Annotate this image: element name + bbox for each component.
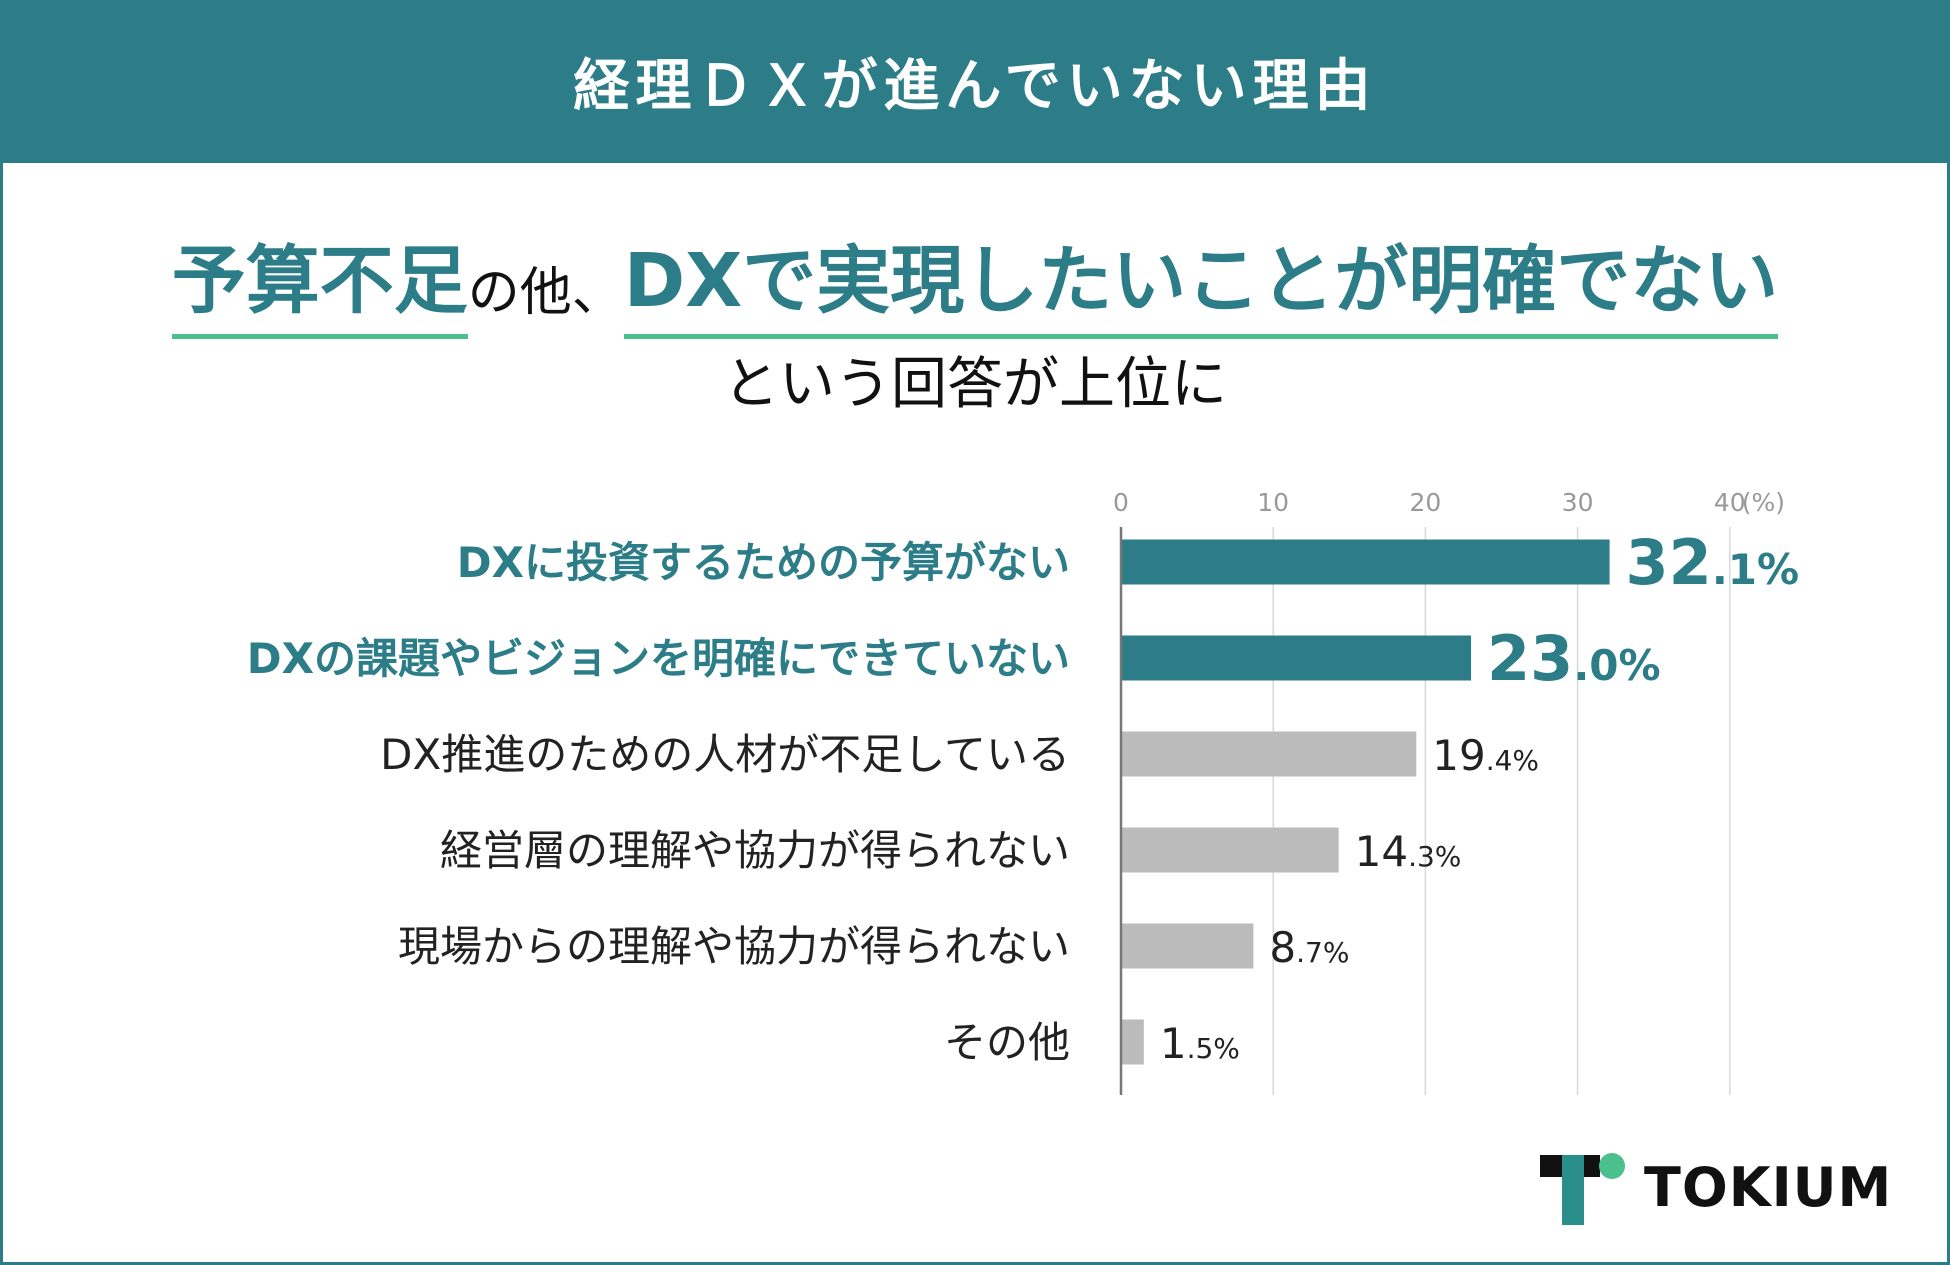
x-tick-label: 10 <box>1257 488 1289 517</box>
tokium-logo-text: TOKIUM <box>1644 1156 1893 1219</box>
x-tick-label: 40 <box>1714 488 1746 517</box>
banner-title: 経理ＤＸが進んでいない理由 <box>573 54 1377 119</box>
value-label-decimal: .4% <box>1486 744 1539 777</box>
value-label-decimal: .7% <box>1296 936 1349 969</box>
value-label: 8.7% <box>1269 923 1349 972</box>
category-label: その他 <box>944 1018 1070 1067</box>
bar <box>1121 731 1417 777</box>
value-label-integer: 19 <box>1432 731 1485 780</box>
value-label-decimal: .1% <box>1712 545 1799 594</box>
headline: 予算不足 の他、 DXで実現したいことが明確でない <box>0 238 1950 348</box>
bar <box>1121 923 1254 969</box>
bar <box>1121 827 1339 873</box>
banner: 経理ＤＸが進んでいない理由 <box>0 0 1950 163</box>
bar <box>1121 1019 1144 1065</box>
category-label: 経営層の理解や協力が得られない <box>440 826 1070 875</box>
value-label-decimal: .0% <box>1573 641 1660 690</box>
category-label: DXの課題やビジョンを明確にできていない <box>247 634 1070 683</box>
bar <box>1121 539 1610 585</box>
value-label: 32.1% <box>1626 526 1800 599</box>
x-tick-label: 30 <box>1562 488 1594 517</box>
value-label-decimal: .5% <box>1187 1032 1240 1065</box>
value-label-integer: 8 <box>1269 923 1296 972</box>
tokium-logo: TOKIUM <box>1540 1150 1892 1225</box>
x-tick-label: 20 <box>1409 488 1441 517</box>
tokium-logo-mark-icon <box>1540 1153 1625 1225</box>
headline-connector: の他、 <box>467 263 624 323</box>
value-label-integer: 1 <box>1160 1019 1187 1068</box>
category-label: DX推進のための人材が不足している <box>380 730 1070 779</box>
category-label: 現場からの理解や協力が得られない <box>398 922 1070 971</box>
headline-highlight-budget: 予算不足 <box>171 238 468 339</box>
value-label: 14.3% <box>1355 827 1462 876</box>
value-label-integer: 23 <box>1487 622 1573 695</box>
value-label: 1.5% <box>1160 1019 1240 1068</box>
value-label-integer: 14 <box>1355 827 1408 876</box>
value-label: 23.0% <box>1487 622 1661 695</box>
value-label-integer: 32 <box>1626 526 1712 599</box>
value-label-decimal: .3% <box>1408 840 1461 873</box>
category-label: DXに投資するための予算がない <box>457 538 1070 587</box>
headline-highlight-unclear: DXで実現したいことが明確でない <box>623 238 1779 339</box>
bar <box>1121 635 1472 681</box>
headline-subline: という回答が上位に <box>723 352 1227 417</box>
value-label: 19.4% <box>1432 731 1539 780</box>
x-axis-unit: (%) <box>1742 488 1785 517</box>
x-tick-label: 0 <box>1113 488 1129 517</box>
